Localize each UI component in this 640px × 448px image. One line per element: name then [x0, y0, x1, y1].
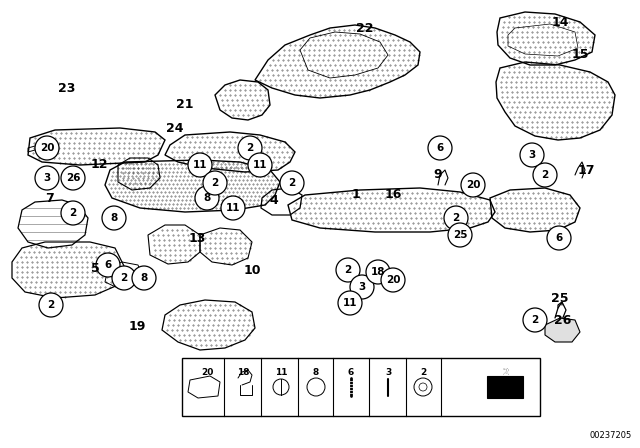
Text: 17: 17	[577, 164, 595, 177]
Circle shape	[39, 293, 63, 317]
Text: 3: 3	[358, 282, 365, 292]
Text: 20: 20	[201, 368, 213, 377]
Circle shape	[203, 171, 227, 195]
Text: 11: 11	[193, 160, 207, 170]
Text: 15: 15	[572, 48, 589, 61]
Circle shape	[188, 153, 212, 177]
Text: 9: 9	[434, 168, 442, 181]
Text: 23: 23	[58, 82, 76, 95]
Text: 8: 8	[110, 213, 118, 223]
Text: 6: 6	[436, 143, 444, 153]
Circle shape	[448, 223, 472, 247]
Text: 11: 11	[253, 160, 268, 170]
Text: 18: 18	[371, 267, 385, 277]
Circle shape	[35, 166, 59, 190]
Text: 11: 11	[275, 368, 287, 377]
Text: 8: 8	[140, 273, 148, 283]
Circle shape	[132, 266, 156, 290]
Bar	[487, 376, 523, 398]
Text: 2: 2	[452, 213, 460, 223]
Text: 16: 16	[384, 189, 402, 202]
Text: 2: 2	[344, 265, 351, 275]
Text: 4: 4	[269, 194, 278, 207]
Text: 3: 3	[44, 173, 51, 183]
Circle shape	[35, 136, 59, 160]
Circle shape	[238, 136, 262, 160]
Text: 25: 25	[452, 230, 467, 240]
Text: 22: 22	[356, 22, 374, 34]
Text: 13: 13	[188, 232, 205, 245]
Text: 2: 2	[502, 368, 508, 377]
Text: 2: 2	[120, 273, 127, 283]
Text: 6: 6	[104, 260, 111, 270]
Circle shape	[520, 143, 544, 167]
Text: 20: 20	[386, 275, 400, 285]
Text: 6: 6	[348, 368, 354, 377]
Text: 2: 2	[47, 300, 54, 310]
Text: 20: 20	[466, 180, 480, 190]
Circle shape	[61, 166, 85, 190]
Text: 2: 2	[420, 368, 426, 377]
Circle shape	[461, 173, 485, 197]
Circle shape	[96, 253, 120, 277]
Text: 2: 2	[211, 178, 219, 188]
Text: 3: 3	[529, 150, 536, 160]
Text: 3: 3	[385, 368, 391, 377]
Circle shape	[366, 260, 390, 284]
Circle shape	[221, 196, 245, 220]
Circle shape	[61, 201, 85, 225]
Text: 2: 2	[531, 315, 539, 325]
Text: 21: 21	[176, 99, 194, 112]
Text: 8: 8	[313, 368, 319, 377]
Text: 5: 5	[91, 262, 99, 275]
Circle shape	[533, 163, 557, 187]
Circle shape	[444, 206, 468, 230]
Text: 26: 26	[66, 173, 80, 183]
Circle shape	[248, 153, 272, 177]
Text: 1: 1	[351, 189, 360, 202]
Text: 00237205: 00237205	[589, 431, 632, 440]
Circle shape	[195, 186, 219, 210]
Text: 18: 18	[237, 368, 249, 377]
Text: 20: 20	[40, 143, 54, 153]
Text: 6: 6	[556, 233, 563, 243]
Text: 14: 14	[551, 16, 569, 29]
Text: 7: 7	[45, 191, 54, 204]
Circle shape	[523, 308, 547, 332]
Circle shape	[112, 266, 136, 290]
Text: 19: 19	[128, 319, 146, 332]
Text: 11: 11	[343, 298, 357, 308]
Text: 2: 2	[246, 143, 253, 153]
Polygon shape	[545, 318, 580, 342]
Text: 2: 2	[541, 170, 548, 180]
Circle shape	[280, 171, 304, 195]
Circle shape	[336, 258, 360, 282]
Circle shape	[350, 275, 374, 299]
Circle shape	[102, 206, 126, 230]
Text: 2: 2	[502, 368, 508, 377]
Text: 12: 12	[90, 159, 108, 172]
Circle shape	[547, 226, 571, 250]
Text: 26: 26	[554, 314, 572, 327]
Text: 24: 24	[166, 121, 184, 134]
Circle shape	[338, 291, 362, 315]
Text: 2: 2	[69, 208, 77, 218]
Text: 11: 11	[226, 203, 240, 213]
Text: 8: 8	[204, 193, 211, 203]
Text: 10: 10	[243, 263, 260, 276]
Bar	[182, 358, 540, 416]
Circle shape	[381, 268, 405, 292]
Text: 2: 2	[289, 178, 296, 188]
Circle shape	[428, 136, 452, 160]
Text: 25: 25	[551, 292, 569, 305]
